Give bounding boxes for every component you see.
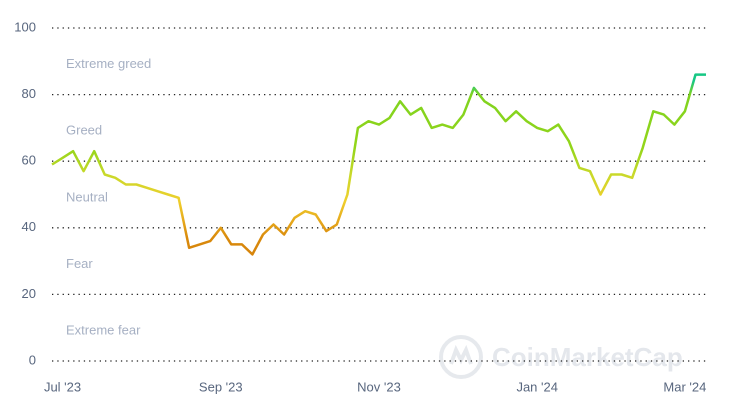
index-line (51, 73, 706, 256)
zone-label: Fear (66, 256, 93, 271)
y-tick-label: 80 (22, 86, 36, 101)
zone-label: Extreme fear (66, 322, 141, 337)
zone-label: Greed (66, 123, 102, 138)
x-tick-label: Jul '23 (44, 379, 81, 394)
y-tick-label: 60 (22, 153, 36, 168)
zone-label: Extreme greed (66, 56, 151, 71)
y-tick-label: 100 (14, 19, 36, 34)
x-tick-label: Nov '23 (357, 379, 401, 394)
zone-label: Neutral (66, 189, 108, 204)
x-tick-label: Sep '23 (199, 379, 243, 394)
watermark (439, 335, 483, 379)
watermark-text: CoinMarketCap (492, 342, 683, 372)
x-tick-label: Jan '24 (516, 379, 558, 394)
y-tick-label: 0 (29, 352, 36, 367)
y-tick-label: 40 (22, 219, 36, 234)
y-tick-label: 20 (22, 286, 36, 301)
x-tick-label: Mar '24 (663, 379, 706, 394)
